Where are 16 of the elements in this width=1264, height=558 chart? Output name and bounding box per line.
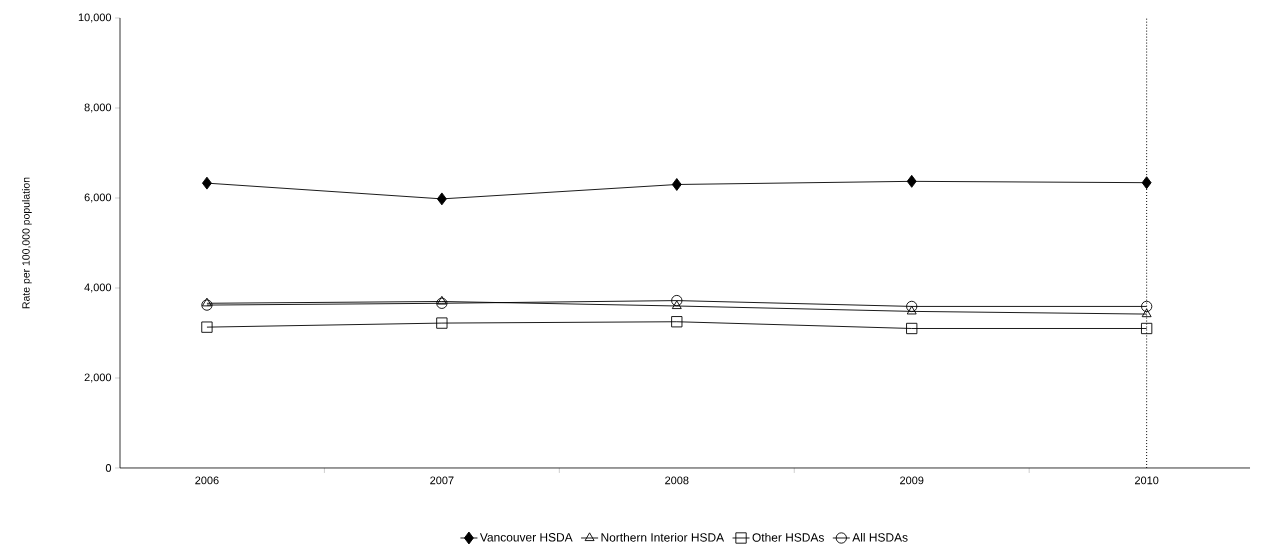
y-tick-label: 6,000: [84, 193, 112, 203]
x-tick-label: 2010: [1135, 476, 1159, 485]
y-axis-title: Rate per 100,000 population: [22, 177, 32, 309]
x-tick-label: 2008: [665, 476, 689, 485]
y-tick-label: 10,000: [78, 13, 112, 23]
y-tick-label: 0: [105, 464, 112, 472]
legend-label: Northern Interior HSDA: [601, 532, 725, 542]
x-tick-label: 2009: [900, 476, 924, 485]
x-tick-label: 2006: [195, 476, 219, 485]
legend-label: Vancouver HSDA: [479, 533, 573, 542]
y-tick-label: 2,000: [84, 373, 112, 383]
y-tick-label: 8,000: [84, 103, 112, 113]
legend-label: Other HSDAs: [752, 532, 824, 542]
x-tick-label: 2007: [430, 476, 454, 485]
legend-label: All HSDAs: [852, 532, 908, 542]
y-tick-label: 4,000: [84, 283, 112, 293]
